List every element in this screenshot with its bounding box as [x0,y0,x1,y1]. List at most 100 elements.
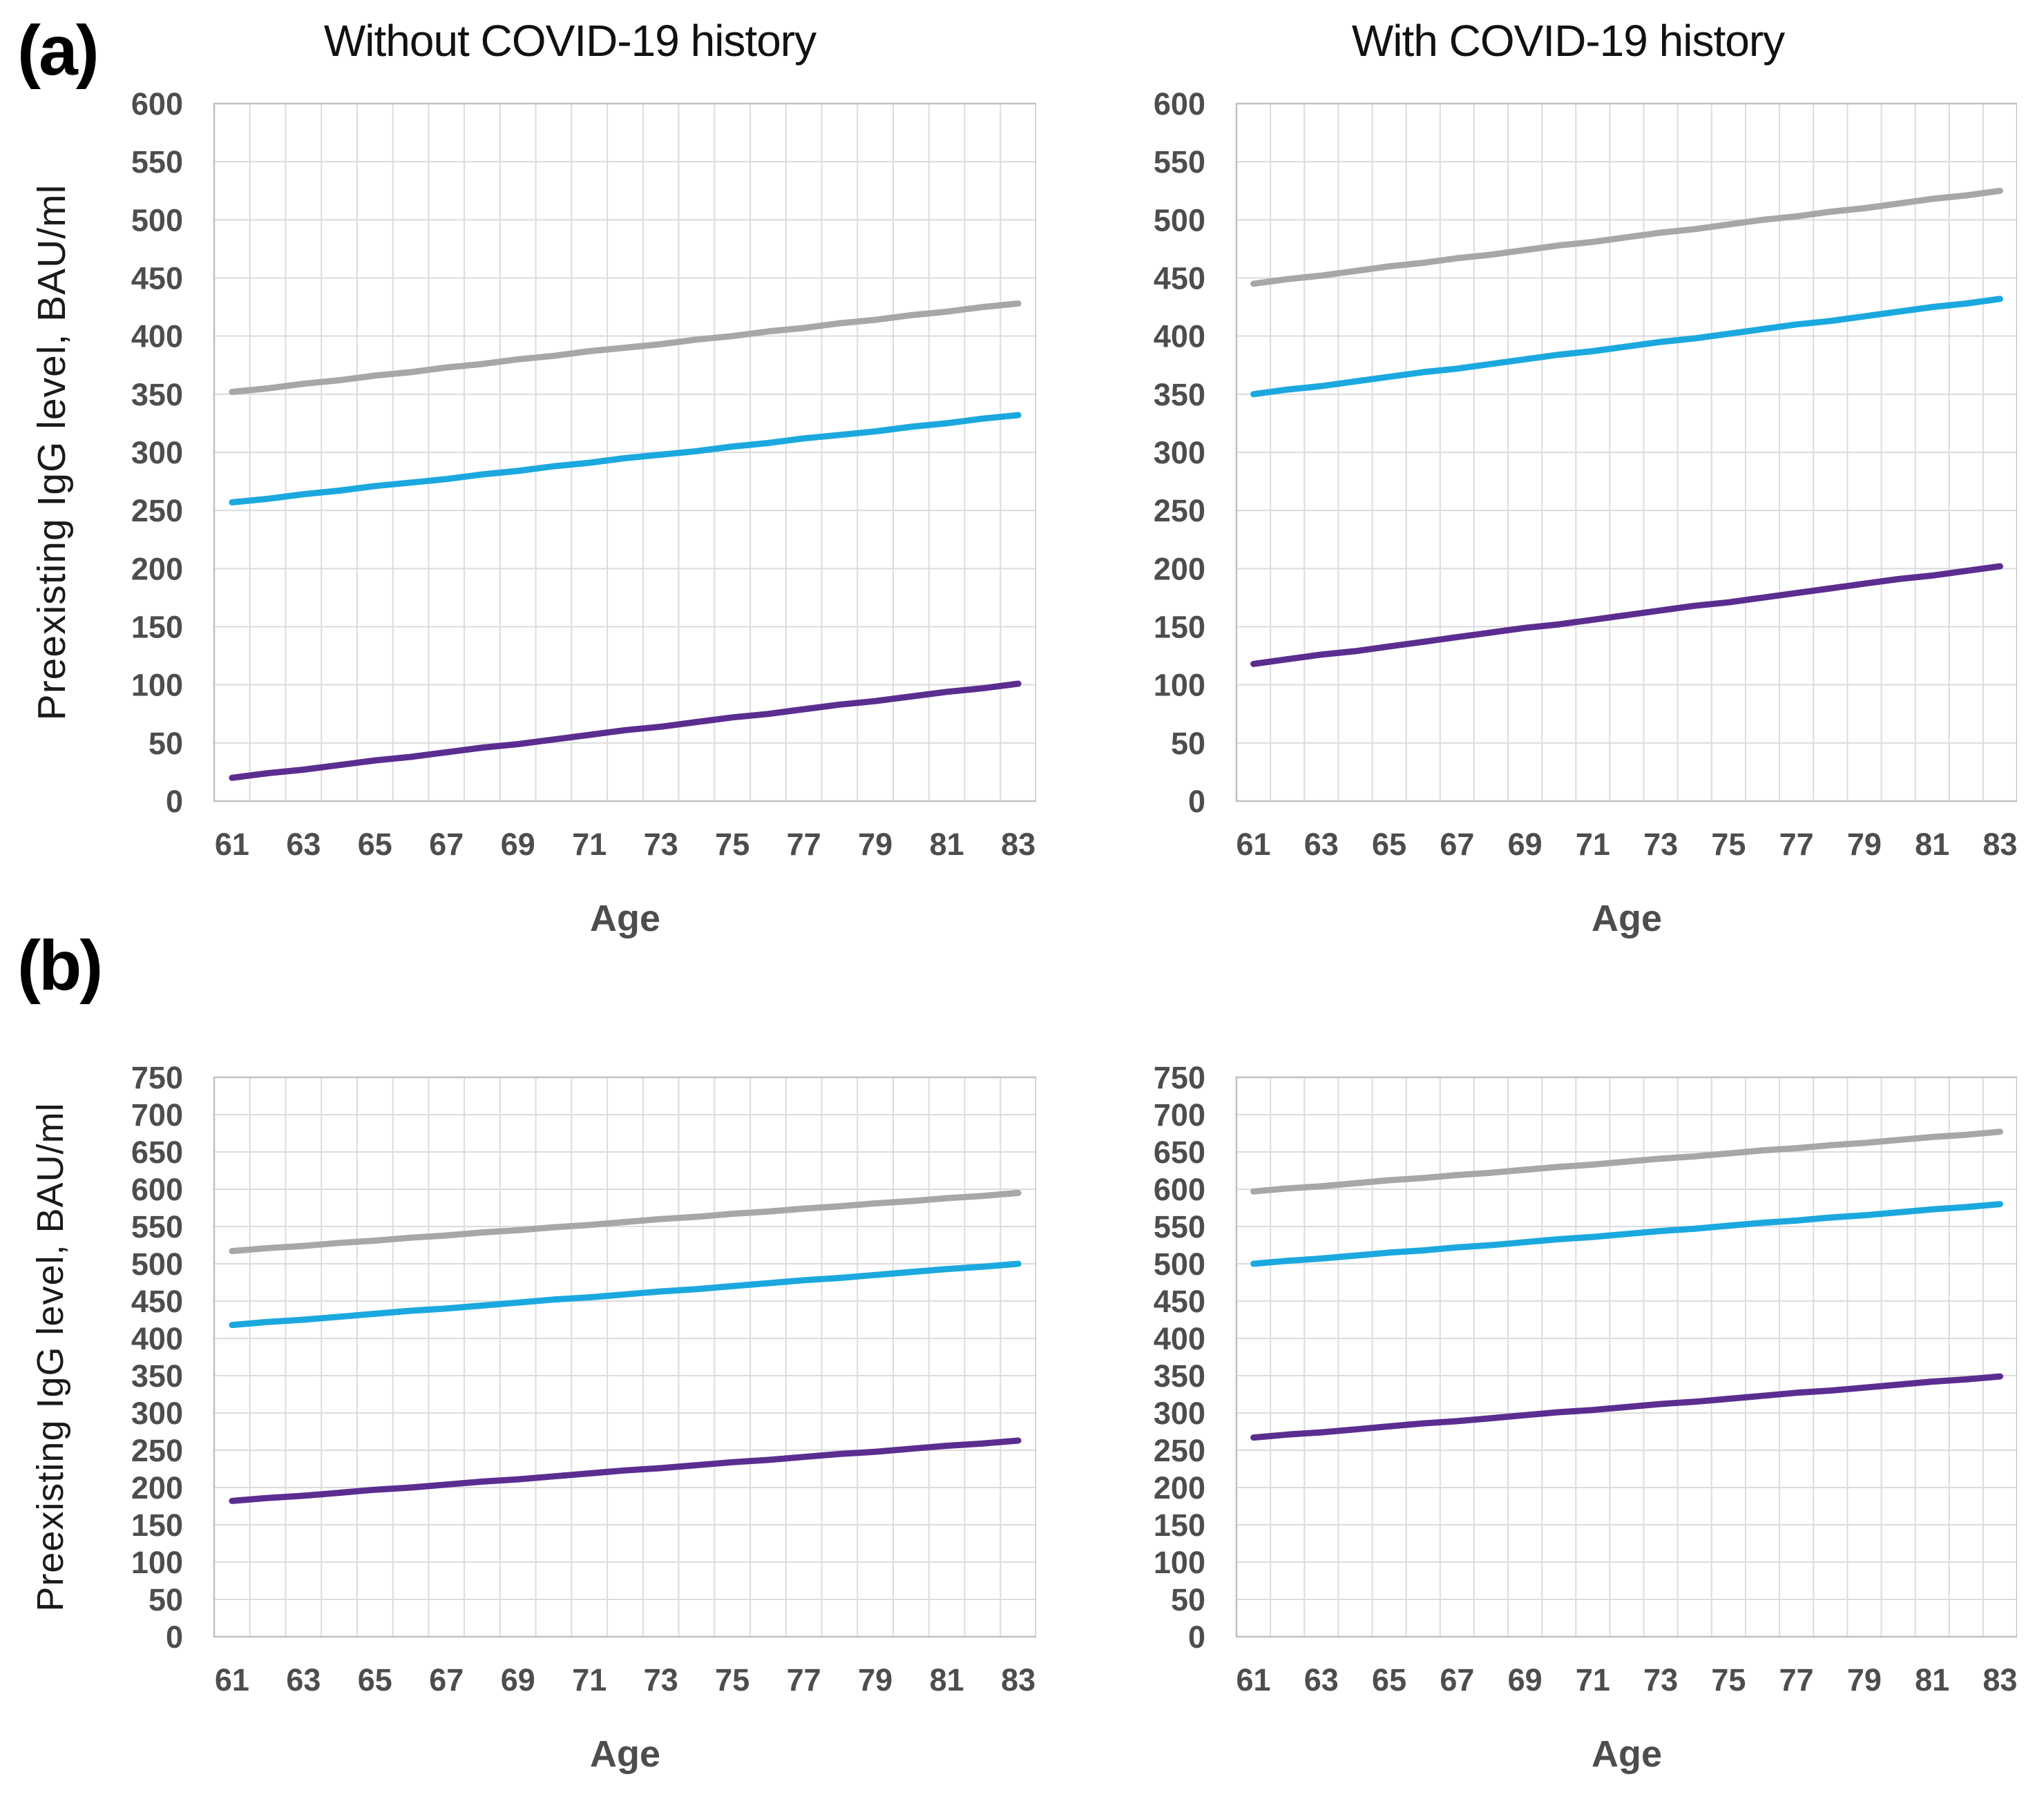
svg-text:65: 65 [358,827,392,862]
svg-text:83: 83 [1983,1662,2017,1697]
svg-text:69: 69 [501,827,535,862]
series-cyan-middle [1250,1201,2003,1267]
plot-border [1235,102,2017,802]
svg-text:61: 61 [1236,1662,1271,1697]
svg-text:700: 700 [1154,1097,1205,1133]
svg-text:750: 750 [1154,1060,1205,1095]
svg-text:75: 75 [1711,827,1746,862]
svg-text:61: 61 [1236,827,1271,862]
svg-text:77: 77 [787,827,821,862]
chart-b-with-covid: 7507006506005505004504003503002502001501… [1154,1060,2017,1775]
svg-text:400: 400 [131,1321,183,1356]
series-purple-lower [1250,563,2003,667]
series-lines [229,1189,1022,1504]
svg-text:0: 0 [1188,784,1205,819]
svg-text:250: 250 [131,1433,183,1468]
svg-text:63: 63 [1304,1662,1339,1697]
series-lines [1250,1128,2003,1441]
svg-text:300: 300 [131,435,183,470]
svg-text:63: 63 [286,1662,321,1697]
svg-text:79: 79 [1847,1662,1882,1697]
svg-text:73: 73 [1643,827,1678,862]
chart-b-without-covid: 7507006506005505004504003503002502001501… [131,1060,1036,1775]
svg-text:77: 77 [1779,1662,1814,1697]
chart-title-without-covid: Without COVID-19 history [323,16,816,66]
svg-text:67: 67 [429,1662,464,1697]
svg-text:600: 600 [131,86,183,122]
x-axis-ticks: 61 63 65 67 69 71 73 75 77 79 81 83 [1236,827,2017,862]
svg-text:550: 550 [131,144,183,180]
svg-text:350: 350 [131,1358,183,1394]
svg-text:550: 550 [1154,144,1205,180]
svg-text:83: 83 [1001,827,1035,862]
plot-border [213,102,1036,802]
svg-text:65: 65 [1372,827,1406,862]
svg-text:400: 400 [1154,1321,1205,1356]
svg-text:73: 73 [644,827,678,862]
svg-text:500: 500 [131,202,183,238]
svg-text:300: 300 [1154,435,1205,470]
svg-text:550: 550 [131,1209,183,1244]
svg-text:350: 350 [131,377,183,412]
svg-text:250: 250 [1154,493,1205,528]
svg-text:100: 100 [131,1545,183,1580]
svg-text:200: 200 [1154,551,1205,586]
svg-text:600: 600 [1154,86,1205,122]
svg-text:100: 100 [1154,1545,1205,1580]
y-axis-ticks: 7507006506005505004504003503002502001501… [1154,1060,1205,1655]
svg-text:50: 50 [1171,726,1205,761]
svg-text:50: 50 [149,726,183,761]
svg-text:67: 67 [1440,1662,1474,1697]
svg-text:450: 450 [1154,261,1205,296]
svg-text:61: 61 [215,827,249,862]
x-axis-ticks: 61 63 65 67 69 71 73 75 77 79 81 83 [1236,1662,2017,1697]
gridlines [1236,103,2017,802]
svg-text:69: 69 [1508,1662,1542,1697]
plot-border [1235,1076,2017,1638]
svg-text:300: 300 [131,1396,183,1431]
svg-text:200: 200 [131,1470,183,1505]
series-purple-lower [1250,1373,2003,1441]
series-gray-upper [1250,1128,2003,1195]
svg-text:69: 69 [501,1662,535,1697]
svg-text:100: 100 [131,668,183,703]
x-axis-label: Age [1592,898,1662,939]
series-purple-lower [229,680,1022,781]
y-axis-label-panel-a: Preexisting IgG level, BAU/ml [30,184,74,721]
series-gray-upper [229,300,1022,395]
svg-text:77: 77 [1779,827,1814,862]
svg-text:73: 73 [1643,1662,1678,1697]
svg-text:700: 700 [131,1097,183,1133]
svg-text:750: 750 [131,1060,183,1095]
svg-text:500: 500 [131,1247,183,1282]
svg-text:71: 71 [1576,827,1610,862]
svg-text:75: 75 [1711,1662,1746,1697]
x-axis-label: Age [590,1733,660,1775]
series-purple-lower [229,1437,1022,1504]
series-gray-upper [1250,187,2003,287]
svg-text:67: 67 [1440,827,1474,862]
svg-text:83: 83 [1001,1662,1035,1697]
svg-text:0: 0 [166,784,183,819]
x-axis-label: Age [1592,1733,1662,1775]
svg-text:250: 250 [131,493,183,528]
series-lines [229,300,1022,781]
svg-text:50: 50 [1171,1582,1205,1617]
svg-text:350: 350 [1154,377,1205,412]
svg-text:67: 67 [429,827,464,862]
svg-text:73: 73 [644,1662,678,1697]
svg-text:500: 500 [1154,202,1205,238]
svg-text:69: 69 [1508,827,1542,862]
svg-text:150: 150 [1154,1508,1205,1543]
svg-text:77: 77 [787,1662,821,1697]
svg-text:75: 75 [715,827,749,862]
svg-text:83: 83 [1983,827,2017,862]
svg-text:81: 81 [930,827,964,862]
svg-text:150: 150 [131,610,183,645]
panel-a-label: (a) [17,11,99,90]
